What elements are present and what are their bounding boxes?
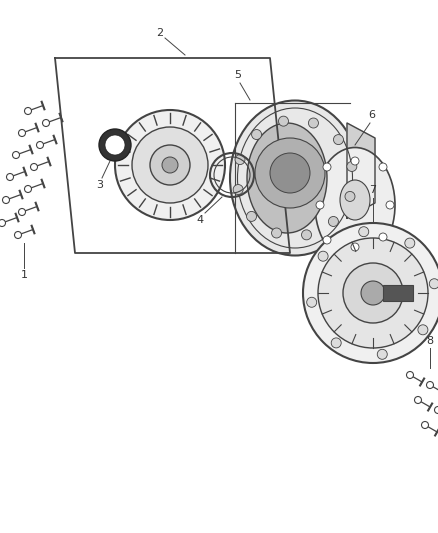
Polygon shape <box>347 123 375 218</box>
Circle shape <box>323 236 331 244</box>
Circle shape <box>18 130 25 136</box>
Circle shape <box>307 297 317 307</box>
Circle shape <box>418 325 428 335</box>
Circle shape <box>318 238 428 348</box>
Text: 3: 3 <box>96 180 103 190</box>
Circle shape <box>343 263 403 323</box>
Ellipse shape <box>315 148 395 262</box>
Circle shape <box>235 155 245 165</box>
Circle shape <box>132 127 208 203</box>
Text: 1: 1 <box>21 270 28 280</box>
Circle shape <box>414 397 421 403</box>
Circle shape <box>18 208 25 215</box>
Circle shape <box>0 220 6 227</box>
Text: 5: 5 <box>234 70 241 80</box>
Circle shape <box>318 251 328 261</box>
Text: 4: 4 <box>196 215 204 225</box>
Bar <box>383 285 413 301</box>
Circle shape <box>279 116 289 126</box>
Circle shape <box>359 227 369 237</box>
Ellipse shape <box>247 123 327 233</box>
Circle shape <box>328 216 339 227</box>
Circle shape <box>115 110 225 220</box>
Circle shape <box>303 223 438 363</box>
Circle shape <box>386 201 394 209</box>
Text: 2: 2 <box>156 28 163 38</box>
Circle shape <box>429 279 438 289</box>
Circle shape <box>323 163 331 171</box>
Text: 8: 8 <box>427 336 434 346</box>
Circle shape <box>347 161 357 172</box>
Circle shape <box>247 212 257 221</box>
Circle shape <box>308 118 318 128</box>
Text: 7: 7 <box>369 185 377 195</box>
Circle shape <box>427 382 434 389</box>
Circle shape <box>31 164 38 171</box>
Circle shape <box>379 233 387 241</box>
Circle shape <box>301 230 311 240</box>
Circle shape <box>14 231 21 238</box>
Circle shape <box>150 145 190 185</box>
Circle shape <box>421 422 428 429</box>
Circle shape <box>105 135 125 155</box>
Circle shape <box>351 157 359 165</box>
Circle shape <box>351 243 359 251</box>
Circle shape <box>272 228 282 238</box>
Circle shape <box>255 138 325 208</box>
Circle shape <box>333 135 343 144</box>
Ellipse shape <box>230 101 360 255</box>
Circle shape <box>379 163 387 171</box>
Circle shape <box>99 129 131 161</box>
Circle shape <box>42 119 49 126</box>
Circle shape <box>13 151 20 158</box>
Circle shape <box>270 153 310 193</box>
Circle shape <box>36 141 43 149</box>
Circle shape <box>377 349 387 359</box>
Circle shape <box>251 130 261 140</box>
Circle shape <box>7 174 14 181</box>
Circle shape <box>25 185 32 192</box>
Circle shape <box>162 157 178 173</box>
Circle shape <box>345 191 355 201</box>
Circle shape <box>434 407 438 414</box>
Circle shape <box>331 338 341 348</box>
Circle shape <box>25 108 32 115</box>
Circle shape <box>316 201 324 209</box>
Circle shape <box>406 372 413 378</box>
Text: 6: 6 <box>368 110 375 120</box>
Circle shape <box>233 184 243 195</box>
Ellipse shape <box>340 180 370 220</box>
Circle shape <box>405 238 415 248</box>
Circle shape <box>3 197 10 204</box>
Circle shape <box>361 281 385 305</box>
